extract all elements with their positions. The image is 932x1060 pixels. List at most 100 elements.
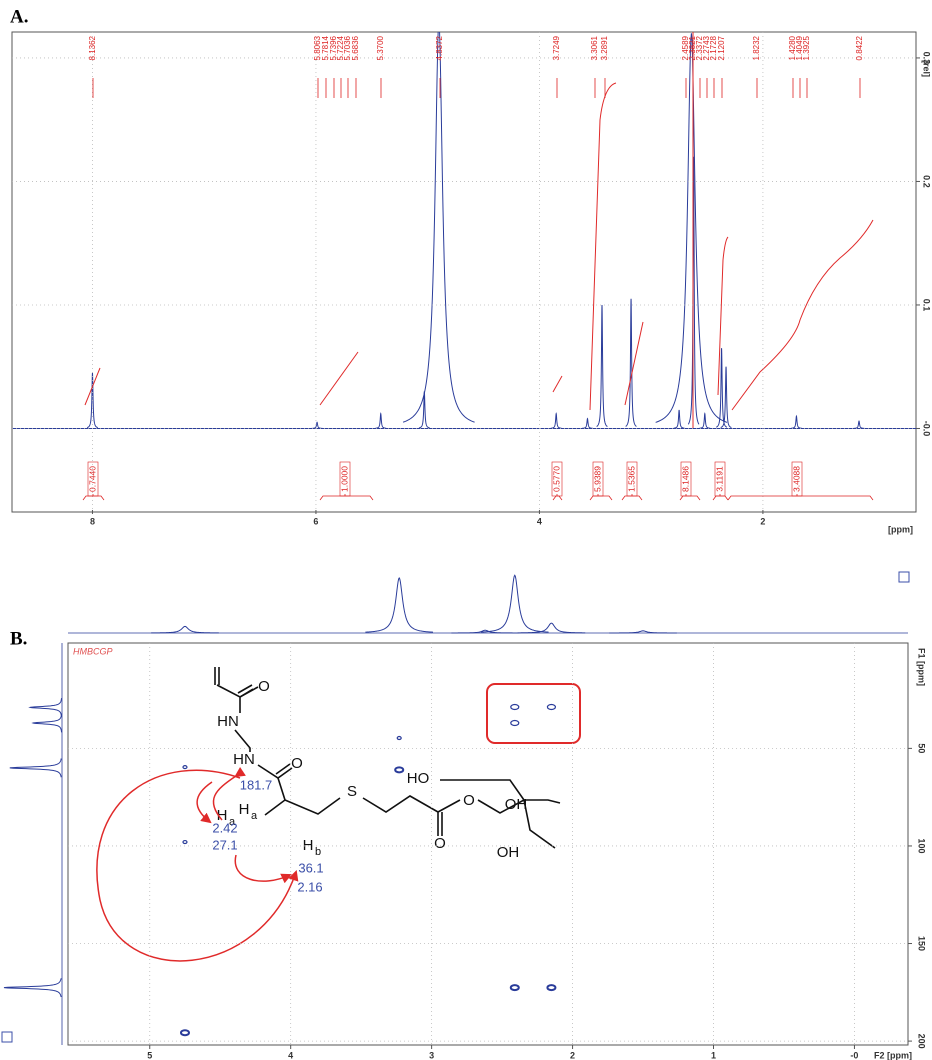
annotation: 36.1 [298, 860, 323, 875]
atom-label: H [303, 837, 314, 854]
y-tick-label: 50 [917, 743, 927, 753]
peak-label: 3.2891 [600, 35, 609, 60]
peak [582, 417, 593, 429]
projection-peak [609, 630, 677, 634]
peak [311, 421, 323, 429]
integral-label: 8.1486 [680, 466, 690, 492]
x-tick-label: 8 [90, 516, 95, 526]
peak-label: 1.4280 [788, 35, 797, 60]
experiment-label: HMBCGP [73, 646, 113, 656]
integral-curves [84, 32, 874, 428]
peak [791, 414, 802, 429]
cross-peak [396, 735, 402, 741]
integral-bracket [712, 494, 729, 501]
peak-label: 1.3925 [802, 35, 811, 60]
icon [1, 1031, 13, 1043]
x-tick-label: 2 [570, 1050, 575, 1060]
projection-peak [31, 713, 63, 733]
peak [687, 156, 700, 425]
y-axis-label: F1 [ppm] [917, 648, 927, 686]
y-axis-label: [rel] [922, 60, 932, 77]
peak [699, 412, 711, 429]
atom-label: O [463, 792, 475, 809]
cross-peak [182, 765, 188, 770]
integral-label: 0.5770 [551, 466, 561, 492]
atom-label: O [291, 755, 303, 772]
peak-label: 3.7249 [552, 35, 561, 60]
molecule-bonds [214, 667, 561, 849]
integral-bracket [621, 494, 643, 501]
y-tick-label: 200 [917, 1034, 927, 1049]
annotation: 27.1 [212, 837, 237, 852]
x-axis-label: [ppm] [888, 524, 913, 534]
x-tick-label: -0 [850, 1050, 858, 1060]
peak-label: 5.7036 [343, 35, 352, 60]
atom-label: H [217, 807, 228, 824]
peak [720, 366, 732, 429]
peak [402, 32, 475, 423]
peak-label: 1.4049 [795, 35, 804, 60]
integral-label: 5.9389 [592, 466, 602, 492]
integral-bracket [552, 494, 563, 501]
peak-label: 5.7396 [329, 35, 338, 60]
y-tick-label: 0.2 [922, 175, 932, 188]
projection-peak [517, 622, 586, 634]
atom-label: O [434, 835, 446, 852]
icon [898, 571, 910, 583]
peak-label: 2.1207 [717, 35, 726, 60]
highlight-box [486, 683, 581, 744]
atom-label: a [229, 816, 236, 828]
atom-label: a [251, 810, 258, 822]
peak-label: 2.4589 [681, 35, 690, 60]
peak [625, 298, 637, 427]
cross-peak [546, 984, 557, 992]
projection-peak [451, 629, 520, 634]
plot-frame [67, 642, 909, 1046]
peak-label: 3.3061 [590, 35, 599, 60]
peak-label: 2.3372 [695, 35, 704, 60]
panel-label: A. [10, 6, 28, 27]
integral-bracket [319, 494, 374, 501]
peak-label: 5.6836 [351, 35, 360, 60]
peak-label: 8.1362 [88, 35, 97, 60]
projection-peak [3, 978, 62, 998]
peak [550, 412, 562, 429]
atom-label: HN [217, 713, 239, 730]
integral-label: 1.0000 [339, 466, 349, 492]
projection-peak [365, 577, 434, 633]
atom-label: OH [497, 844, 520, 861]
peak [596, 304, 608, 427]
x-tick-label: 5 [147, 1050, 152, 1060]
atom-label: OH [505, 796, 528, 813]
cross-peak [394, 766, 405, 774]
cross-peak [179, 1029, 190, 1037]
peak [715, 348, 728, 428]
y-tick-label: 0.1 [922, 299, 932, 312]
atom-label: HN [233, 751, 255, 768]
x-tick-label: 4 [288, 1050, 293, 1060]
y-tick-label: 0.3 [922, 52, 932, 65]
x-tick-label: 6 [313, 516, 318, 526]
integral-bracket [727, 494, 874, 501]
projection-peak [28, 697, 63, 717]
atom-label: O [258, 678, 270, 695]
cross-peak [510, 703, 520, 711]
peak-label: 2.2743 [702, 35, 711, 60]
atom-label: HO [407, 770, 430, 787]
peak-label: 2.3821 [688, 35, 697, 60]
cross-peak [509, 984, 520, 992]
y-tick-label: 100 [917, 838, 927, 853]
peak-label: 0.8422 [855, 35, 864, 60]
x-tick-label: 1 [711, 1050, 716, 1060]
projection-peak [151, 625, 219, 634]
peak-label: 1.8232 [752, 35, 761, 60]
cross-peak [546, 703, 557, 711]
peak-label: 2.1728 [709, 35, 718, 60]
plot-frame [11, 31, 917, 513]
annotation: 2.42 [212, 820, 237, 835]
integral-label: 1.5365 [626, 466, 636, 492]
integral-bracket [82, 494, 105, 501]
cross-peak [182, 839, 188, 845]
panel-label: B. [10, 628, 27, 649]
